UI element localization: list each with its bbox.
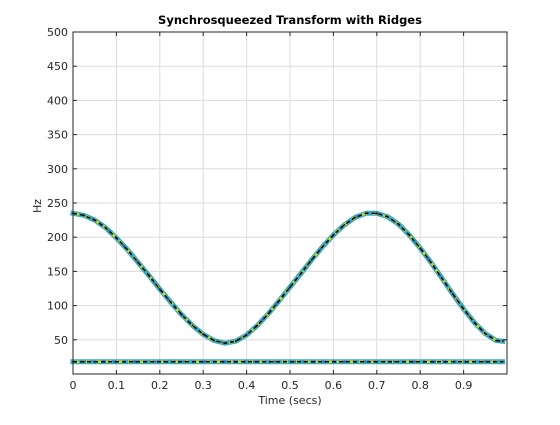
ridge-point	[408, 234, 411, 237]
x-tick-label: 0.8	[411, 379, 429, 392]
ridge-point	[104, 226, 107, 229]
x-tick-label: 0.3	[194, 379, 212, 392]
ridge-point	[267, 312, 270, 315]
x-axis-label: Time (secs)	[257, 394, 321, 407]
x-tick-label: 0.2	[151, 379, 169, 392]
x-tick-label: 0.4	[238, 379, 256, 392]
ridge-point	[375, 212, 378, 215]
ridge-point	[300, 272, 302, 275]
ridge-point	[191, 324, 194, 327]
y-tick-label: 150	[47, 265, 68, 278]
ridge-point	[430, 261, 432, 264]
ridge-point	[213, 339, 216, 342]
ridge-point	[148, 274, 150, 277]
ridge-point	[462, 308, 465, 310]
ridge-point	[451, 293, 454, 295]
ridge-point	[501, 360, 504, 363]
ridge-point	[169, 301, 172, 304]
x-tick-label: 0.5	[281, 379, 299, 392]
spectrum-band-core	[72, 212, 503, 345]
spectrum-band-peak	[72, 212, 503, 345]
ridge-point	[245, 334, 248, 336]
ridge-point	[93, 219, 96, 222]
ridge-point	[343, 224, 346, 226]
ridge-point	[473, 321, 476, 324]
ridge-point	[115, 237, 118, 239]
grid	[72, 31, 507, 374]
ridge-point	[137, 261, 140, 264]
ridge-point	[180, 313, 183, 316]
ridge-point	[354, 216, 356, 219]
y-tick-label: 500	[47, 26, 68, 39]
ridge-line	[72, 212, 503, 344]
ridge-point	[495, 339, 497, 342]
ridge-point	[310, 258, 313, 261]
ridge-point	[202, 333, 205, 336]
ridge-point	[126, 248, 129, 251]
ridge-point	[82, 214, 85, 217]
ridge-point	[321, 245, 324, 248]
y-axis-label: Hz	[31, 199, 44, 213]
ridge-point	[419, 247, 422, 250]
ticks: 0 0.1 0.2 0.3 0.4 0.5 0.6 0.7 0.8 0.9 50 100 150 200 2…	[47, 26, 507, 392]
x-tick-label: 0.9	[455, 379, 473, 392]
chart-title: Synchrosqueezed Transform with Ridges	[158, 13, 422, 27]
ridge-point	[397, 223, 400, 226]
x-tick-label: 0	[70, 379, 77, 392]
y-tick-label: 350	[47, 129, 68, 142]
y-tick-label: 100	[47, 300, 68, 313]
x-tick-label: 0.6	[325, 379, 343, 392]
ridge-point	[289, 286, 291, 288]
ridge-point	[386, 215, 389, 218]
y-tick-label: 400	[47, 94, 68, 107]
y-tick-label: 450	[47, 60, 68, 73]
spectrum-band-outer	[70, 210, 506, 346]
ridge-point	[332, 234, 335, 237]
y-tick-label: 250	[47, 197, 68, 210]
y-tick-label: 300	[47, 163, 68, 176]
x-tick-label: 0.1	[108, 379, 126, 392]
ridge-point	[256, 324, 259, 327]
y-tick-label: 200	[47, 231, 68, 244]
ridge-point	[278, 299, 280, 302]
ridge-point	[234, 340, 237, 343]
ridge-point	[501, 340, 504, 343]
ridge-point	[224, 342, 226, 345]
ridge-point	[158, 288, 161, 291]
ridge-point	[441, 277, 443, 280]
ridge-point	[365, 212, 367, 215]
ridge-point	[484, 332, 487, 335]
x-tick-label: 0.7	[368, 379, 386, 392]
y-tick-label: 50	[54, 334, 68, 347]
data-layer	[70, 210, 506, 365]
